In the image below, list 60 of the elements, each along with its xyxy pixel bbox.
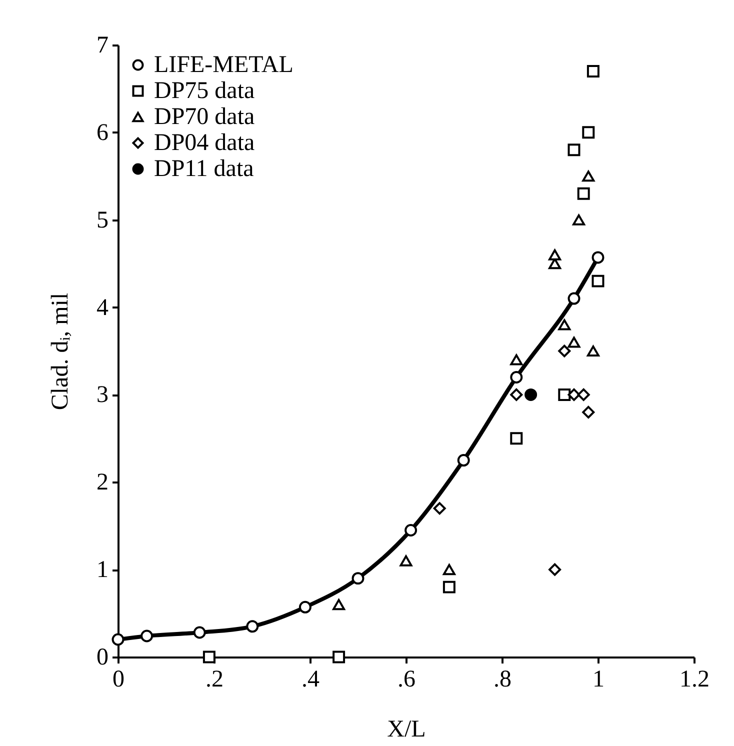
legend-label: DP75 data <box>154 78 255 104</box>
point <box>592 251 604 264</box>
point <box>352 572 364 585</box>
point <box>586 345 600 357</box>
point <box>442 580 456 594</box>
point <box>548 249 562 260</box>
x-tick-label: 1 <box>592 666 604 692</box>
point <box>193 626 206 639</box>
point <box>140 630 154 642</box>
point <box>558 388 571 401</box>
point <box>433 502 446 515</box>
point <box>582 170 595 182</box>
y-axis-title: Clad. dᵢ, mil <box>48 292 74 410</box>
x-tick-label: 0 <box>112 666 124 692</box>
legend-label: LIFE-METAL <box>154 52 294 78</box>
point <box>510 432 523 445</box>
point <box>332 599 346 610</box>
point <box>586 64 600 78</box>
x-axis-title: X/L <box>387 716 426 742</box>
legend-label: DP11 data <box>154 156 254 182</box>
y-tick-label: 7 <box>96 32 108 58</box>
point <box>400 555 412 566</box>
y-tick-label: 5 <box>96 207 108 234</box>
x-tick-label: .2 <box>206 666 224 692</box>
y-tick-label: 1 <box>96 557 108 584</box>
point <box>298 600 312 614</box>
x-tick-label: 1.2 <box>680 666 710 692</box>
point <box>112 633 124 646</box>
point <box>568 144 580 156</box>
x-tick-label: .6 <box>398 666 416 692</box>
point <box>510 370 523 384</box>
point <box>558 319 571 330</box>
point <box>577 187 590 200</box>
point <box>510 354 523 366</box>
point <box>202 650 216 664</box>
y-tick-label: 4 <box>96 294 108 321</box>
point <box>592 274 604 288</box>
point <box>404 524 418 536</box>
point <box>332 650 346 664</box>
point <box>568 292 580 305</box>
point <box>582 406 595 418</box>
point <box>442 564 456 576</box>
y-tick-label: 3 <box>96 382 108 408</box>
point <box>524 388 538 401</box>
x-tick-label: .8 <box>494 666 512 692</box>
point <box>558 344 571 358</box>
y-tick-label: 2 <box>96 470 108 496</box>
x-tick-label: .4 <box>302 666 320 692</box>
legend-label: DP04 data <box>154 130 255 156</box>
point <box>572 214 586 226</box>
y-tick-label: 6 <box>96 120 108 146</box>
point <box>577 388 590 401</box>
y-tick-label: 0 <box>96 644 108 670</box>
legend-label: DP70 data <box>154 104 255 130</box>
point <box>510 388 523 401</box>
point <box>582 126 595 139</box>
point <box>457 454 470 467</box>
point <box>246 620 259 633</box>
point <box>548 563 562 576</box>
point <box>568 336 580 348</box>
